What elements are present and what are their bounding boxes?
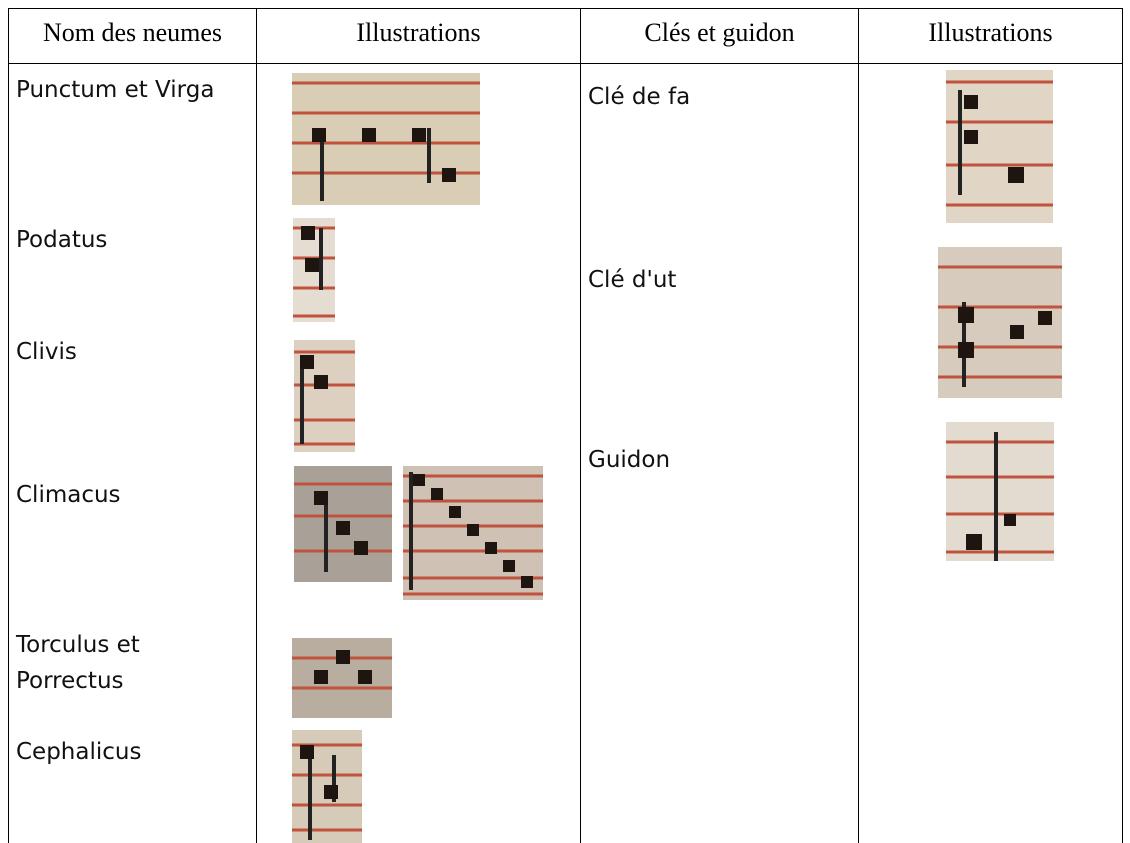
illustration xyxy=(294,340,355,452)
header-cell: Clés et guidon xyxy=(644,18,795,47)
header-cell: Illustrations xyxy=(928,18,1053,47)
illustration xyxy=(292,638,392,718)
illustration xyxy=(292,73,480,205)
illustration xyxy=(946,70,1053,223)
neume-name: Clivis xyxy=(16,339,77,365)
neume-name: Cephalicus xyxy=(16,739,142,765)
illustration xyxy=(938,247,1062,398)
key-name: Clé de fa xyxy=(588,84,691,110)
border xyxy=(8,8,9,843)
neume-name: Punctum et Virga xyxy=(16,77,215,103)
border xyxy=(580,8,581,843)
illustration xyxy=(292,730,362,843)
border xyxy=(858,8,859,843)
header-cell: Nom des neumes xyxy=(42,18,223,47)
neume-name: Podatus xyxy=(16,227,108,253)
border xyxy=(256,8,257,843)
neume-name: Climacus xyxy=(16,482,121,508)
illustration xyxy=(294,466,392,582)
border xyxy=(8,8,1123,9)
neume-name: Torculus et Porrectus xyxy=(16,632,140,694)
header-cell: Illustrations xyxy=(356,18,481,47)
illustration xyxy=(946,422,1054,561)
illustration xyxy=(293,218,335,322)
key-name: Guidon xyxy=(588,447,671,473)
key-name: Clé d'ut xyxy=(588,267,677,293)
illustration xyxy=(403,466,543,600)
border xyxy=(1122,8,1123,843)
border xyxy=(8,63,1123,64)
